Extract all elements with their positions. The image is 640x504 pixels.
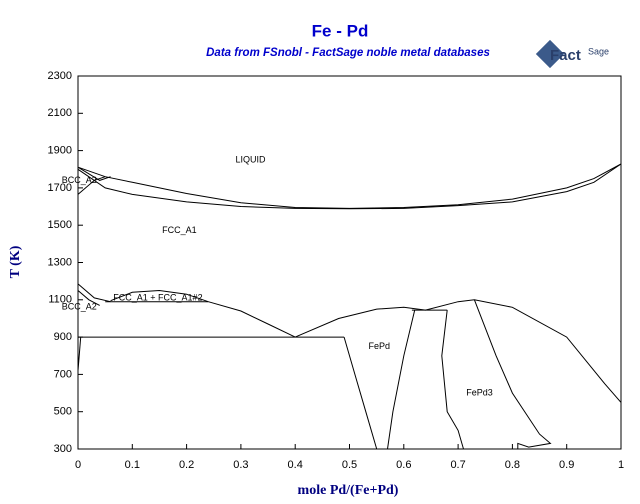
phase-label: BCC_A2 [62,175,97,185]
phase-boundary [343,336,378,450]
x-axis-label: mole Pd/(Fe+Pd) [298,483,399,498]
phase-label: FePd [369,341,391,351]
phase-boundary [77,163,622,210]
x-tick-label: 0.9 [559,459,574,471]
phase-label: LIQUID [235,154,266,164]
phase-label: FCC_A1 [162,225,197,235]
y-tick-label: 900 [54,331,72,343]
phase-label: FePd3 [466,387,493,397]
x-tick-label: 0.7 [450,459,465,471]
x-tick-label: 0 [75,459,81,471]
y-tick-label: 1700 [48,182,72,194]
phase-boundary [441,310,464,450]
x-tick-label: 1 [618,459,624,471]
y-axis-label: T (K) [8,245,23,278]
phase-boundary [295,306,426,338]
phase-boundary [77,176,106,195]
y-tick-label: 1900 [48,145,72,157]
phase-boundary [77,283,111,303]
y-tick-label: 1100 [48,294,72,306]
x-tick-label: 0.3 [233,459,248,471]
plot-frame [77,75,622,450]
phase-boundary [425,299,622,403]
logo-text: Sage [588,46,609,56]
phase-label: BCC_A2 [62,302,97,312]
logo-diamond [535,39,565,69]
y-tick-label: 700 [54,368,72,380]
phase-boundary [77,290,100,306]
phase-boundary [77,163,622,209]
x-tick-label: 0.2 [179,459,194,471]
y-tick-label: 2300 [48,70,72,82]
phase-boundary [208,301,296,338]
phase-label: FCC_A1 + FCC_A1#2 [113,292,202,302]
chart-subtitle: Data from FSnobl - FactSage noble metal … [206,47,490,59]
x-tick-label: 0.1 [125,459,140,471]
x-tick-label: 0.5 [342,459,357,471]
x-tick-label: 0.4 [288,459,303,471]
phase-boundary [77,337,82,371]
y-tick-label: 300 [54,443,72,455]
x-tick-label: 0.6 [396,459,411,471]
logo-text: Fact [550,47,581,64]
y-tick-label: 2100 [48,107,72,119]
y-tick-label: 1500 [48,219,72,231]
phase-boundary [110,289,209,303]
y-tick-label: 500 [54,406,72,418]
phase-boundary [387,309,416,450]
chart-title: Fe - Pd [312,21,369,40]
logo: Fact Sage [535,39,609,69]
phase-boundary [77,166,111,181]
y-tick-label: 1300 [48,256,72,268]
phase-boundary [473,299,552,449]
x-tick-label: 0.8 [505,459,520,471]
